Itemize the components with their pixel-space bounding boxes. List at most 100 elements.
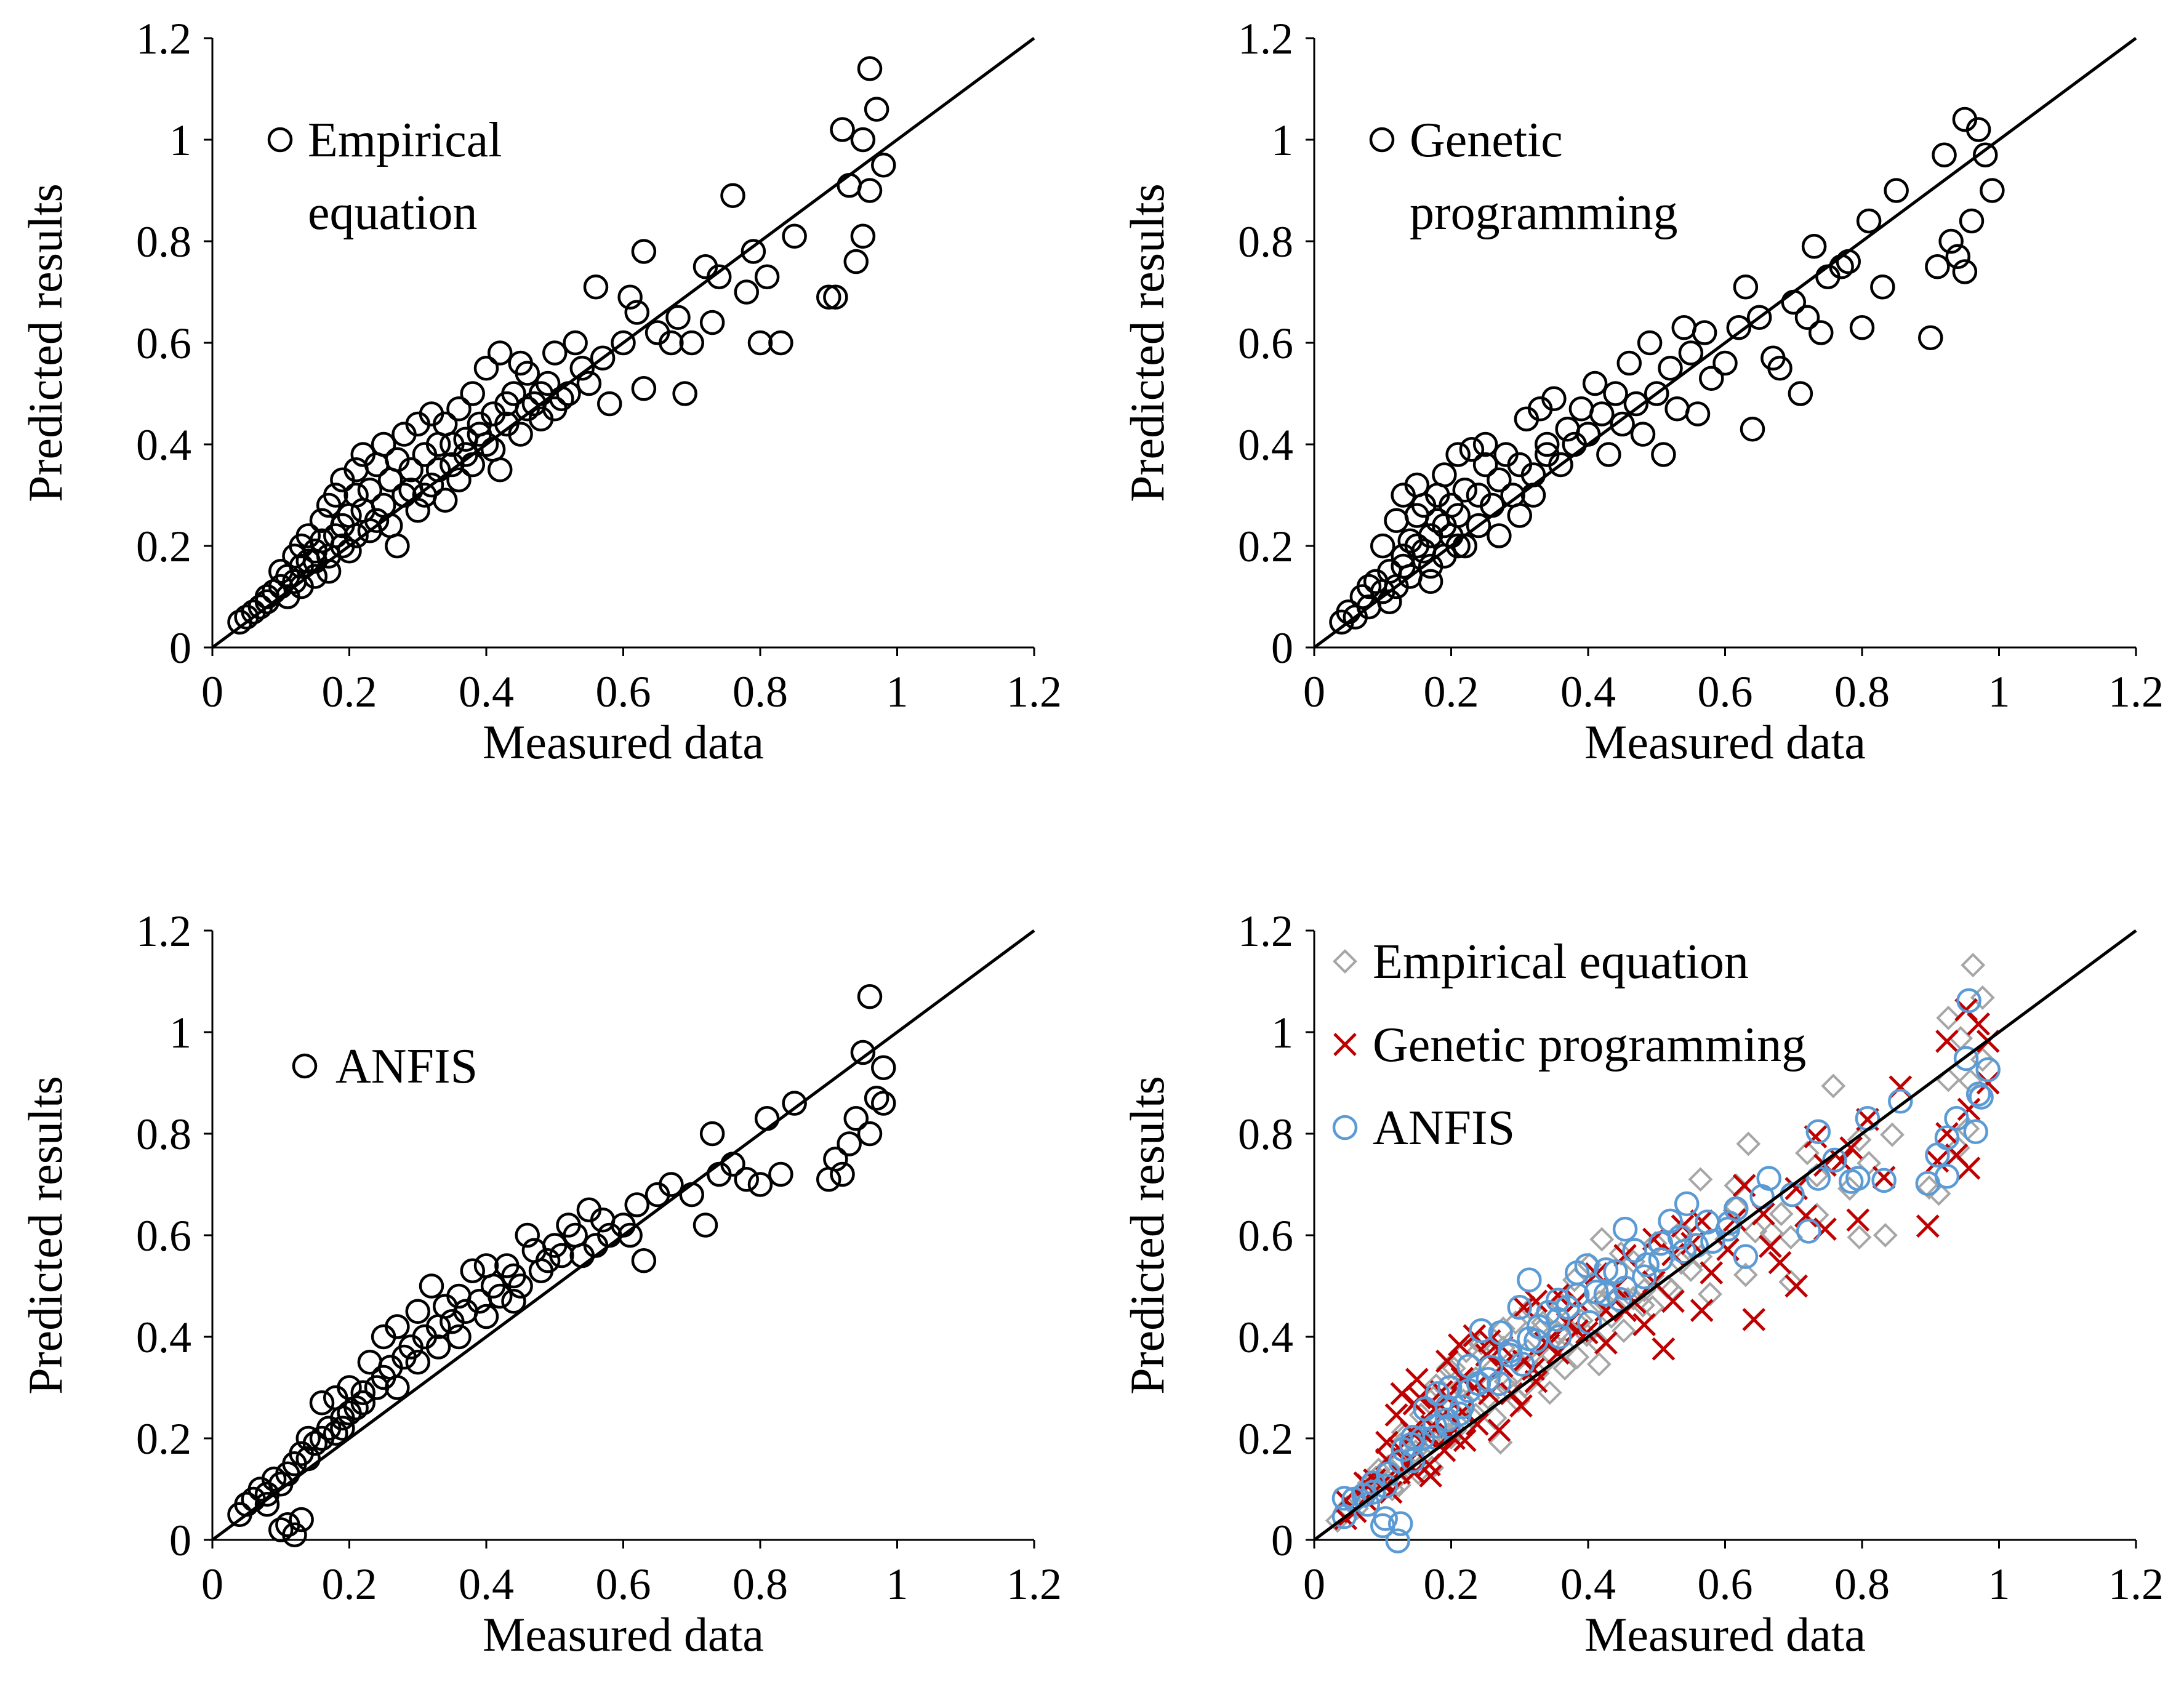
data-point: [1535, 431, 1560, 457]
data-point: [343, 483, 369, 508]
data-point: [1387, 1511, 1413, 1536]
y-axis-title: Predicted results: [1120, 1076, 1174, 1395]
reference-line: [211, 929, 1035, 1542]
data-point: [1475, 1367, 1501, 1392]
data-point: [624, 300, 649, 325]
data-point: [1445, 533, 1471, 559]
y-tick-label: 1: [169, 1008, 191, 1057]
data-point: [289, 1507, 314, 1533]
chart-panel-empirical: 0 0.2 0.4 0.6 0.8 1 1.2 0 0.2 0.4 0.6 0.8 1 1.2 Measur…: [18, 14, 1062, 769]
data-point: [446, 1324, 472, 1350]
data-point: [1678, 340, 1704, 366]
data-point: [1690, 1209, 1714, 1233]
data-point: [1740, 417, 1765, 442]
data-point: [398, 457, 424, 483]
data-point: [535, 1248, 561, 1273]
x-tick-label: 0: [201, 1560, 223, 1609]
reference-line: [1313, 929, 2137, 1542]
data-point: [357, 1350, 383, 1375]
data-point: [357, 478, 383, 503]
data-point: [385, 1314, 410, 1339]
data-point: [1373, 1506, 1398, 1531]
data-point: [1435, 1349, 1459, 1373]
data-point: [1603, 381, 1628, 406]
series-anfis: [227, 984, 896, 1547]
x-tick-label: 0.2: [1424, 667, 1479, 716]
data-point: [672, 381, 697, 406]
data-point: [488, 457, 513, 483]
data-point: [501, 1289, 526, 1314]
data-point: [1822, 1147, 1847, 1173]
y-tick-label: 0: [1271, 1516, 1293, 1565]
data-point: [1936, 1005, 1961, 1030]
data-point: [1959, 208, 1985, 234]
x-tick-label: 1: [886, 1560, 909, 1609]
y-tick-label: 0.8: [1238, 1110, 1293, 1159]
x-tick-label: 0.6: [596, 667, 651, 716]
data-point: [405, 1299, 430, 1324]
data-point: [631, 239, 657, 264]
data-point: [1836, 249, 1861, 274]
legend: Empirical equation: [267, 113, 502, 240]
data-point: [1608, 1241, 1634, 1266]
y-tick-label: 1.2: [1238, 14, 1293, 63]
data-point: [1967, 1012, 1990, 1036]
data-point: [693, 1212, 718, 1238]
data-point: [1785, 1274, 1809, 1298]
legend-label: Genetic: [1410, 113, 1563, 167]
data-point: [1596, 442, 1621, 467]
data-point: [1884, 178, 1909, 203]
data-point: [768, 330, 793, 356]
data-point: [1692, 320, 1717, 345]
data-point: [1404, 533, 1430, 559]
data-point: [1767, 356, 1793, 381]
data-point: [1435, 1413, 1461, 1439]
data-point: [823, 1147, 848, 1172]
data-point: [1375, 1430, 1399, 1454]
data-point: [1659, 1278, 1684, 1303]
reference-line: [1313, 36, 2137, 649]
data-point: [1637, 330, 1663, 356]
x-tick-label: 0.2: [322, 1560, 377, 1609]
data-point: [1671, 315, 1696, 340]
data-point: [857, 984, 883, 1009]
data-point: [1794, 305, 1820, 330]
x-tick-label: 1.2: [1006, 1560, 1062, 1609]
data-point: [850, 1040, 876, 1065]
data-point: [1616, 350, 1642, 376]
data-point: [1447, 1333, 1471, 1357]
y-tick-label: 0.6: [136, 319, 191, 368]
data-point: [446, 467, 472, 492]
data-point: [843, 249, 869, 274]
y-tick-label: 0.8: [136, 217, 191, 266]
data-point: [1796, 1219, 1821, 1244]
series-genetic-programming: [1329, 106, 2005, 635]
data-point: [1477, 1329, 1501, 1353]
data-point: [782, 1091, 807, 1116]
data-point: [1932, 142, 1957, 167]
data-point: [1512, 1296, 1536, 1320]
data-point: [871, 1091, 896, 1116]
data-point: [1873, 1223, 1898, 1248]
y-axis-title: Predicted results: [18, 1076, 72, 1395]
y-axis-title: Predicted results: [1120, 183, 1174, 502]
data-point: [1373, 1473, 1398, 1499]
data-point: [590, 345, 616, 371]
y-tick-label: 0.2: [1238, 522, 1293, 571]
data-point: [1801, 234, 1827, 259]
data-point: [1445, 442, 1471, 467]
data-point: [268, 1517, 294, 1542]
legend-marker: [1369, 127, 1395, 153]
legend: Empirical equation Genetic programming ANF…: [1332, 935, 1806, 1155]
data-point: [747, 1172, 773, 1197]
data-point: [754, 264, 780, 289]
data-point: [391, 483, 417, 508]
data-point: [1442, 1356, 1466, 1381]
data-point: [1871, 1168, 1897, 1193]
data-point: [378, 513, 403, 539]
x-tick-label: 1: [1988, 1560, 2010, 1609]
y-tick-label: 1.2: [1238, 907, 1293, 956]
data-point: [679, 1182, 704, 1208]
x-tick-label: 0.8: [733, 667, 788, 716]
data-point: [1576, 1310, 1602, 1336]
